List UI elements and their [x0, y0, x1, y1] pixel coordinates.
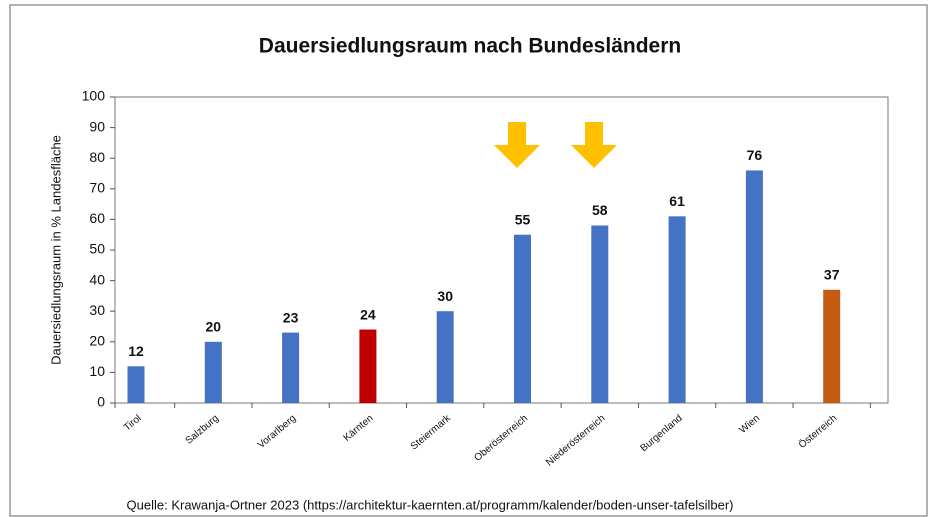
bar: [127, 366, 145, 403]
data-label: 24: [360, 306, 376, 322]
y-tick-label: 50: [89, 241, 105, 257]
bar: [282, 332, 300, 403]
y-tick-label: 70: [89, 180, 105, 196]
bar: [668, 216, 686, 403]
bar: [204, 341, 222, 403]
arrow: [571, 122, 617, 168]
data-label: 58: [592, 202, 608, 218]
y-tick-label: 40: [89, 271, 105, 287]
y-tick-label: 0: [97, 394, 105, 410]
y-tick-label: 20: [89, 333, 105, 349]
bar: [745, 170, 763, 403]
bar: [514, 234, 531, 403]
frame: [9, 4, 928, 517]
y-tick-label: 30: [89, 302, 105, 318]
y-tick-label: 80: [89, 149, 105, 165]
data-label: 55: [515, 211, 531, 227]
y-tick-label: 60: [89, 210, 105, 226]
bar: [359, 329, 377, 403]
data-label: 37: [824, 266, 840, 282]
bar: [591, 225, 609, 403]
data-label: 20: [206, 319, 222, 335]
y-axis-label: Dauersiedlungsraum in % Landesfläche: [48, 135, 63, 365]
bar: [436, 311, 454, 403]
y-tick-label: 90: [89, 118, 105, 134]
data-label: 12: [128, 343, 144, 359]
source: Quelle: Krawanja-Ortner 2023 (https://ar…: [127, 497, 734, 512]
data-label: 30: [437, 288, 453, 304]
y-tick-label: 10: [89, 363, 105, 379]
data-label: 61: [669, 193, 685, 209]
chart-title: Dauersiedlungsraum nach Bundesländern: [259, 35, 681, 58]
data-label: 76: [747, 147, 763, 163]
y-tick-label: 100: [82, 88, 106, 104]
arrow: [494, 122, 540, 168]
data-label: 23: [283, 309, 299, 325]
bar: [823, 289, 841, 403]
